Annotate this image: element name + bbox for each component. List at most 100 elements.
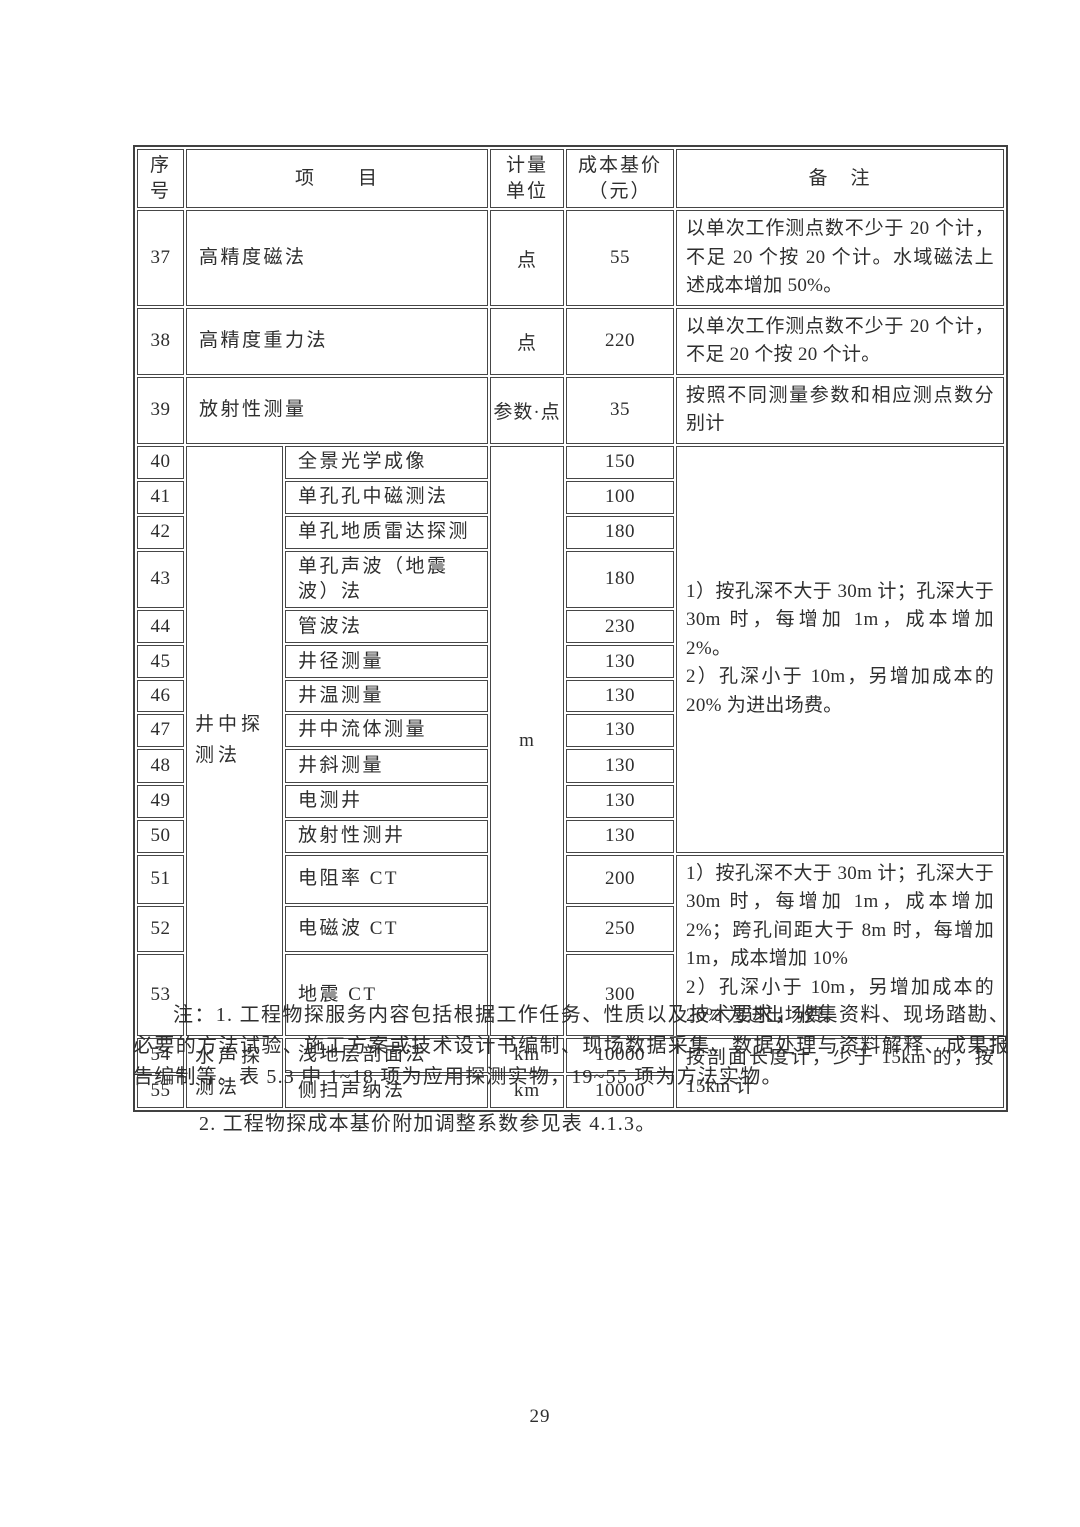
cell-no-44: 44	[137, 610, 184, 644]
cell-unit-54: km	[490, 1037, 565, 1073]
note-2: 2. 工程物探成本基价附加调整系数参见表 4.1.3。	[199, 1113, 657, 1135]
table-row: 50 放射性测井 130	[137, 819, 1004, 853]
cell-no-50: 50	[137, 819, 184, 853]
header-unit: 计量 单位	[490, 149, 565, 209]
cell-no-54: 54	[137, 1037, 184, 1073]
header-item: 项 目	[186, 149, 489, 209]
note-1: 注：1. 工程物探服务内容包括根据工作任务、性质以及技术要求，收集资料、现场踏勘…	[133, 1004, 1010, 1088]
cell-remark-38: 以单次工作测点数不少于 20 个计，不足 20 个按 20 个计。	[676, 307, 1004, 375]
cell-unit-38: 点	[490, 307, 565, 375]
table-row: 45 井径测量 130	[137, 645, 1004, 679]
table-row: 39 放射性测量 参数·点 35 按照不同测量参数和相应测点数分别计	[137, 376, 1004, 444]
cell-item-42: 单孔地质雷达探测	[285, 515, 489, 549]
table-row: 51 电阻率 CT 200 1）按孔深不大于 30m 计；孔深大于 30m 时，…	[137, 854, 1004, 1036]
table-row: 38 高精度重力法 点 220 以单次工作测点数不少于 20 个计，不足 20 …	[137, 307, 1004, 375]
table-header-row: 序 号 项 目 计量 单位 成本基价 （元） 备 注	[137, 149, 1004, 209]
table-row: 46 井温测量 130	[137, 680, 1004, 712]
cell-item-52: 电磁波 CT	[285, 905, 489, 953]
cell-group-borehole-methods: 井中探测法	[186, 445, 283, 1036]
cell-unit-37: 点	[490, 210, 565, 306]
cell-item-51: 电阻率 CT	[285, 854, 489, 904]
cell-item-40: 全景光学成像	[285, 445, 489, 479]
cell-no-53: 53	[137, 954, 184, 1036]
cell-no-39: 39	[137, 376, 184, 444]
cell-item-44: 管波法	[285, 610, 489, 644]
table-row: 49 电测井 130	[137, 784, 1004, 818]
cell-no-49: 49	[137, 784, 184, 818]
cost-price-table: 序 号 项 目 计量 单位 成本基价 （元） 备 注 37 高精度磁法 点 55…	[133, 145, 1008, 1112]
table-row: 42 单孔地质雷达探测 180	[137, 515, 1004, 549]
cell-price-42: 180	[566, 515, 675, 549]
cell-no-40: 40	[137, 445, 184, 479]
cell-price-50: 130	[566, 819, 675, 853]
cell-item-46: 井温测量	[285, 680, 489, 712]
cell-no-55: 55	[137, 1074, 184, 1108]
cell-price-49: 130	[566, 784, 675, 818]
cell-item-45: 井径测量	[285, 645, 489, 679]
table-row: 53 地震 CT 300	[137, 954, 1004, 1036]
cell-price-55: 10000	[566, 1074, 675, 1108]
table-row: 41 单孔孔中磁测法 100	[137, 480, 1004, 514]
table-notes: 注：1. 工程物探服务内容包括根据工作任务、性质以及技术要求，收集资料、现场踏勘…	[133, 1000, 1010, 1140]
cell-price-39: 35	[566, 376, 675, 444]
table-row: 52 电磁波 CT 250	[137, 905, 1004, 953]
cell-price-46: 130	[566, 680, 675, 712]
cell-price-37: 55	[566, 210, 675, 306]
cell-no-43: 43	[137, 550, 184, 609]
cell-price-54: 10000	[566, 1037, 675, 1073]
cell-item-49: 电测井	[285, 784, 489, 818]
page-number: 29	[529, 1406, 551, 1427]
cell-price-48: 130	[566, 748, 675, 783]
cell-remark-40-50: 1）按孔深不大于 30m 计；孔深大于 30m 时，每增加 1m，成本增加 2%…	[676, 445, 1004, 853]
cell-no-42: 42	[137, 515, 184, 549]
cell-item-38: 高精度重力法	[186, 307, 489, 375]
cell-price-51: 200	[566, 854, 675, 904]
cell-unit-55: km	[490, 1074, 565, 1108]
cell-no-37: 37	[137, 210, 184, 306]
cell-item-39: 放射性测量	[186, 376, 489, 444]
cell-price-38: 220	[566, 307, 675, 375]
cell-item-55: 侧扫声纳法	[285, 1074, 489, 1108]
cell-no-45: 45	[137, 645, 184, 679]
cell-unit-40-53: m	[490, 445, 565, 1036]
cell-no-52: 52	[137, 905, 184, 953]
table-row: 55 侧扫声纳法 km 10000	[137, 1074, 1004, 1108]
table-row: 47 井中流体测量 130	[137, 713, 1004, 747]
cell-price-44: 230	[566, 610, 675, 644]
table-row: 37 高精度磁法 点 55 以单次工作测点数不少于 20 个计，不足 20 个按…	[137, 210, 1004, 306]
header-serial-number: 序 号	[137, 149, 184, 209]
cell-price-40: 150	[566, 445, 675, 479]
cell-remark-39: 按照不同测量参数和相应测点数分别计	[676, 376, 1004, 444]
cell-remark-37: 以单次工作测点数不少于 20 个计，不足 20 个按 20 个计。水域磁法上述成…	[676, 210, 1004, 306]
cell-no-38: 38	[137, 307, 184, 375]
cell-item-54: 浅地层剖面法	[285, 1037, 489, 1073]
cell-no-51: 51	[137, 854, 184, 904]
cell-no-48: 48	[137, 748, 184, 783]
cell-remark-51-53: 1）按孔深不大于 30m 计；孔深大于 30m 时，每增加 1m，成本增加 2%…	[676, 854, 1004, 1036]
cell-item-53: 地震 CT	[285, 954, 489, 1036]
cell-price-53: 300	[566, 954, 675, 1036]
cell-remark-54-55: 按剖面长度计，少于 15km 的，按 15km 计	[676, 1037, 1004, 1108]
cell-item-41: 单孔孔中磁测法	[285, 480, 489, 514]
cell-price-43: 180	[566, 550, 675, 609]
cell-price-47: 130	[566, 713, 675, 747]
cell-price-45: 130	[566, 645, 675, 679]
cell-item-37: 高精度磁法	[186, 210, 489, 306]
table-row: 54 水声探测法 浅地层剖面法 km 10000 按剖面长度计，少于 15km …	[137, 1037, 1004, 1108]
header-base-price: 成本基价 （元）	[566, 149, 675, 209]
cell-item-47: 井中流体测量	[285, 713, 489, 747]
cell-group-hydroacoustic-methods: 水声探测法	[186, 1037, 283, 1108]
cell-item-50: 放射性测井	[285, 819, 489, 853]
cell-price-52: 250	[566, 905, 675, 953]
cell-no-47: 47	[137, 713, 184, 747]
cell-item-43: 单孔声波（地震波）法	[285, 550, 489, 609]
table-row: 40 井中探测法 全景光学成像 m 150 1）按孔深不大于 30m 计；孔深大…	[137, 445, 1004, 1036]
table-row: 44 管波法 230	[137, 610, 1004, 644]
cell-unit-39: 参数·点	[490, 376, 565, 444]
header-remark: 备 注	[676, 149, 1004, 209]
cell-no-46: 46	[137, 680, 184, 712]
cell-no-41: 41	[137, 480, 184, 514]
cell-item-48: 井斜测量	[285, 748, 489, 783]
cell-price-41: 100	[566, 480, 675, 514]
